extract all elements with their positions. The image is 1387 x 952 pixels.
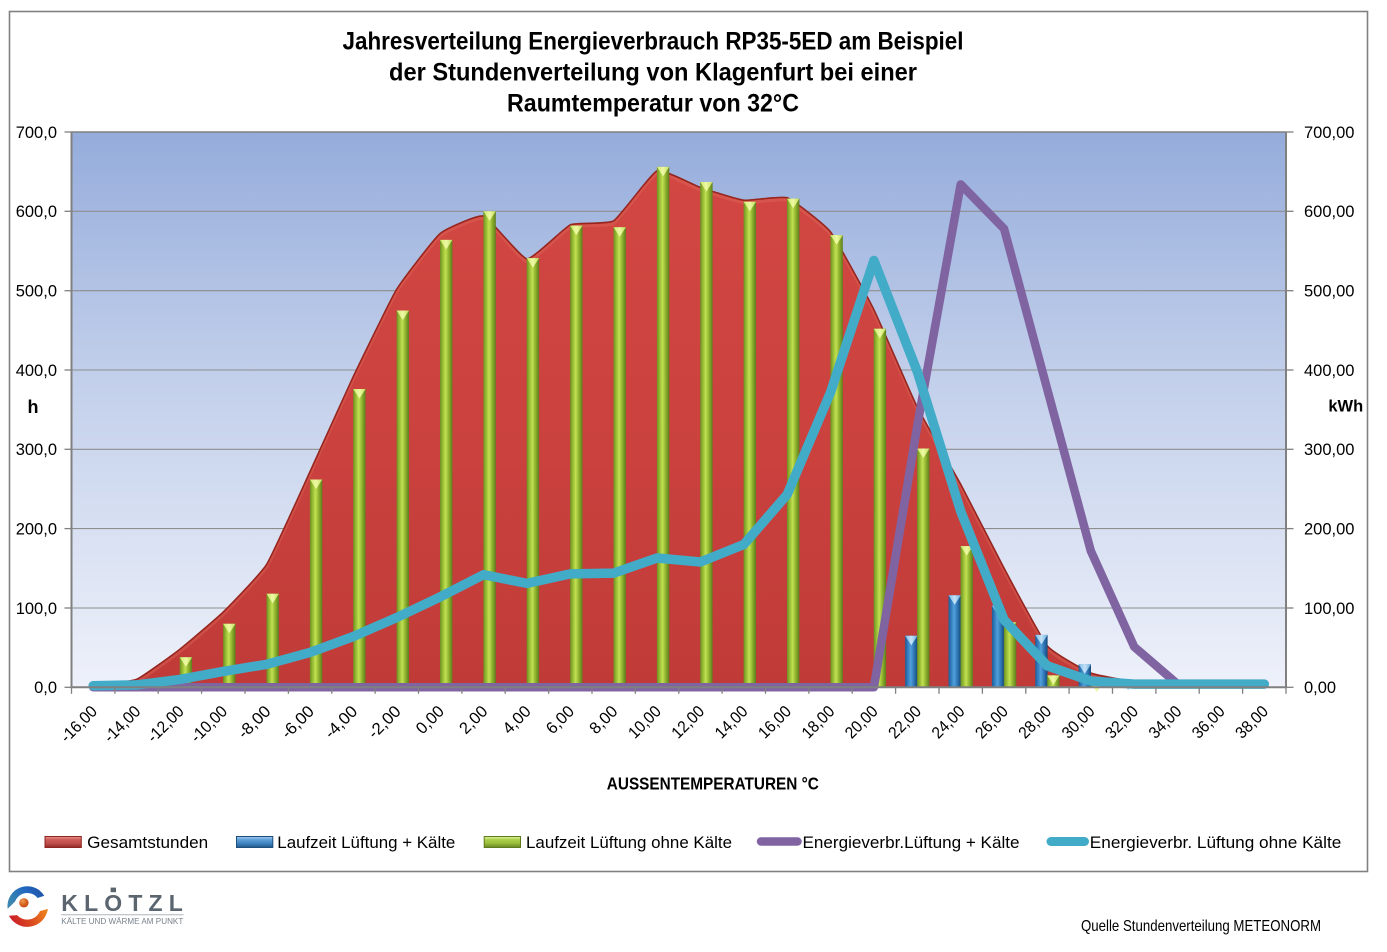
svg-text:400,0: 400,0 — [16, 362, 57, 380]
svg-text:Jahresverteilung Energieverbra: Jahresverteilung Energieverbrauch RP35-5… — [343, 28, 964, 56]
svg-text:300,00: 300,00 — [1304, 441, 1354, 459]
svg-text:700,00: 700,00 — [1304, 124, 1354, 142]
svg-text:Energieverbr.Lüftung + Kälte: Energieverbr.Lüftung + Kälte — [803, 834, 1020, 852]
svg-text:Energieverbr. Lüftung ohne Käl: Energieverbr. Lüftung ohne Kälte — [1090, 834, 1342, 852]
svg-text:0,00: 0,00 — [1304, 679, 1336, 697]
svg-text:Laufzeit Lüftung + Kälte: Laufzeit Lüftung + Kälte — [277, 834, 455, 852]
svg-text:Raumtemperatur von 32°C: Raumtemperatur von 32°C — [507, 90, 799, 118]
svg-text:Gesamtstunden: Gesamtstunden — [87, 834, 208, 852]
svg-text:h: h — [28, 397, 39, 417]
svg-text:500,0: 500,0 — [16, 283, 57, 301]
svg-text:200,00: 200,00 — [1304, 520, 1354, 538]
svg-text:der Stundenverteilung von Klag: der Stundenverteilung von Klagenfurt bei… — [389, 59, 917, 87]
svg-text:700,0: 700,0 — [16, 124, 57, 142]
svg-text:600,0: 600,0 — [16, 203, 57, 221]
svg-text:KÄLTE UND WÄRME AM PUNKT: KÄLTE UND WÄRME AM PUNKT — [61, 917, 183, 926]
svg-text:100,00: 100,00 — [1304, 600, 1354, 618]
svg-text:AUSSENTEMPERATUREN °C: AUSSENTEMPERATUREN °C — [607, 774, 819, 794]
svg-text:100,0: 100,0 — [16, 600, 57, 618]
svg-text:400,00: 400,00 — [1304, 362, 1354, 380]
svg-text:200,0: 200,0 — [16, 520, 57, 538]
svg-text:300,0: 300,0 — [16, 441, 57, 459]
svg-text:0,0: 0,0 — [34, 679, 57, 697]
svg-text:kWh: kWh — [1328, 398, 1363, 416]
svg-text:600,00: 600,00 — [1304, 203, 1354, 221]
svg-text:Quelle Stundenverteilung METEO: Quelle Stundenverteilung METEONORM — [1081, 918, 1321, 935]
svg-text:Laufzeit Lüftung ohne Kälte: Laufzeit Lüftung ohne Kälte — [526, 834, 732, 852]
svg-text:500,00: 500,00 — [1304, 283, 1354, 301]
